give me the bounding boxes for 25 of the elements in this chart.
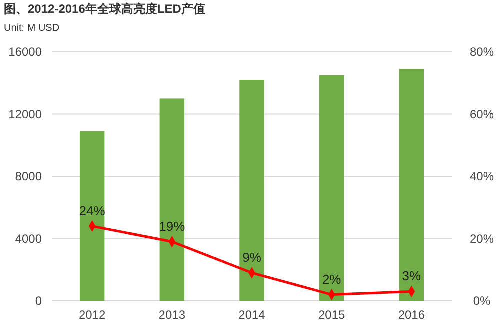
chart-title: 图、2012-2016年全球高亮度LED产值: [4, 2, 206, 16]
x-tick-label: 2013: [158, 308, 186, 322]
bar: [240, 80, 264, 301]
data-label: 2%: [322, 272, 342, 287]
y2-tick-label: 40%: [470, 170, 494, 184]
chart-subtitle: Unit: M USD: [4, 23, 60, 34]
y-tick-label: 8000: [15, 170, 42, 184]
y2-tick-label: 0%: [473, 294, 491, 308]
y2-tick-label: 20%: [470, 232, 494, 246]
y-tick-label: 4000: [15, 232, 42, 246]
bar: [399, 69, 424, 301]
bar: [80, 131, 105, 301]
data-label: 9%: [242, 250, 262, 265]
x-tick-label: 2012: [78, 308, 106, 322]
y2-tick-label: 60%: [470, 107, 494, 122]
bar: [160, 98, 185, 301]
y2-tick-label: 80%: [470, 45, 494, 60]
data-label: 3%: [402, 268, 422, 284]
y-tick-label: 0: [35, 294, 42, 308]
y-tick-label: 12000: [8, 107, 42, 122]
x-tick-label: 2015: [318, 308, 346, 322]
x-tick-label: 2016: [398, 308, 426, 322]
bar: [319, 75, 344, 301]
x-tick-label: 2014: [238, 308, 266, 322]
y-tick-label: 16000: [8, 45, 42, 60]
